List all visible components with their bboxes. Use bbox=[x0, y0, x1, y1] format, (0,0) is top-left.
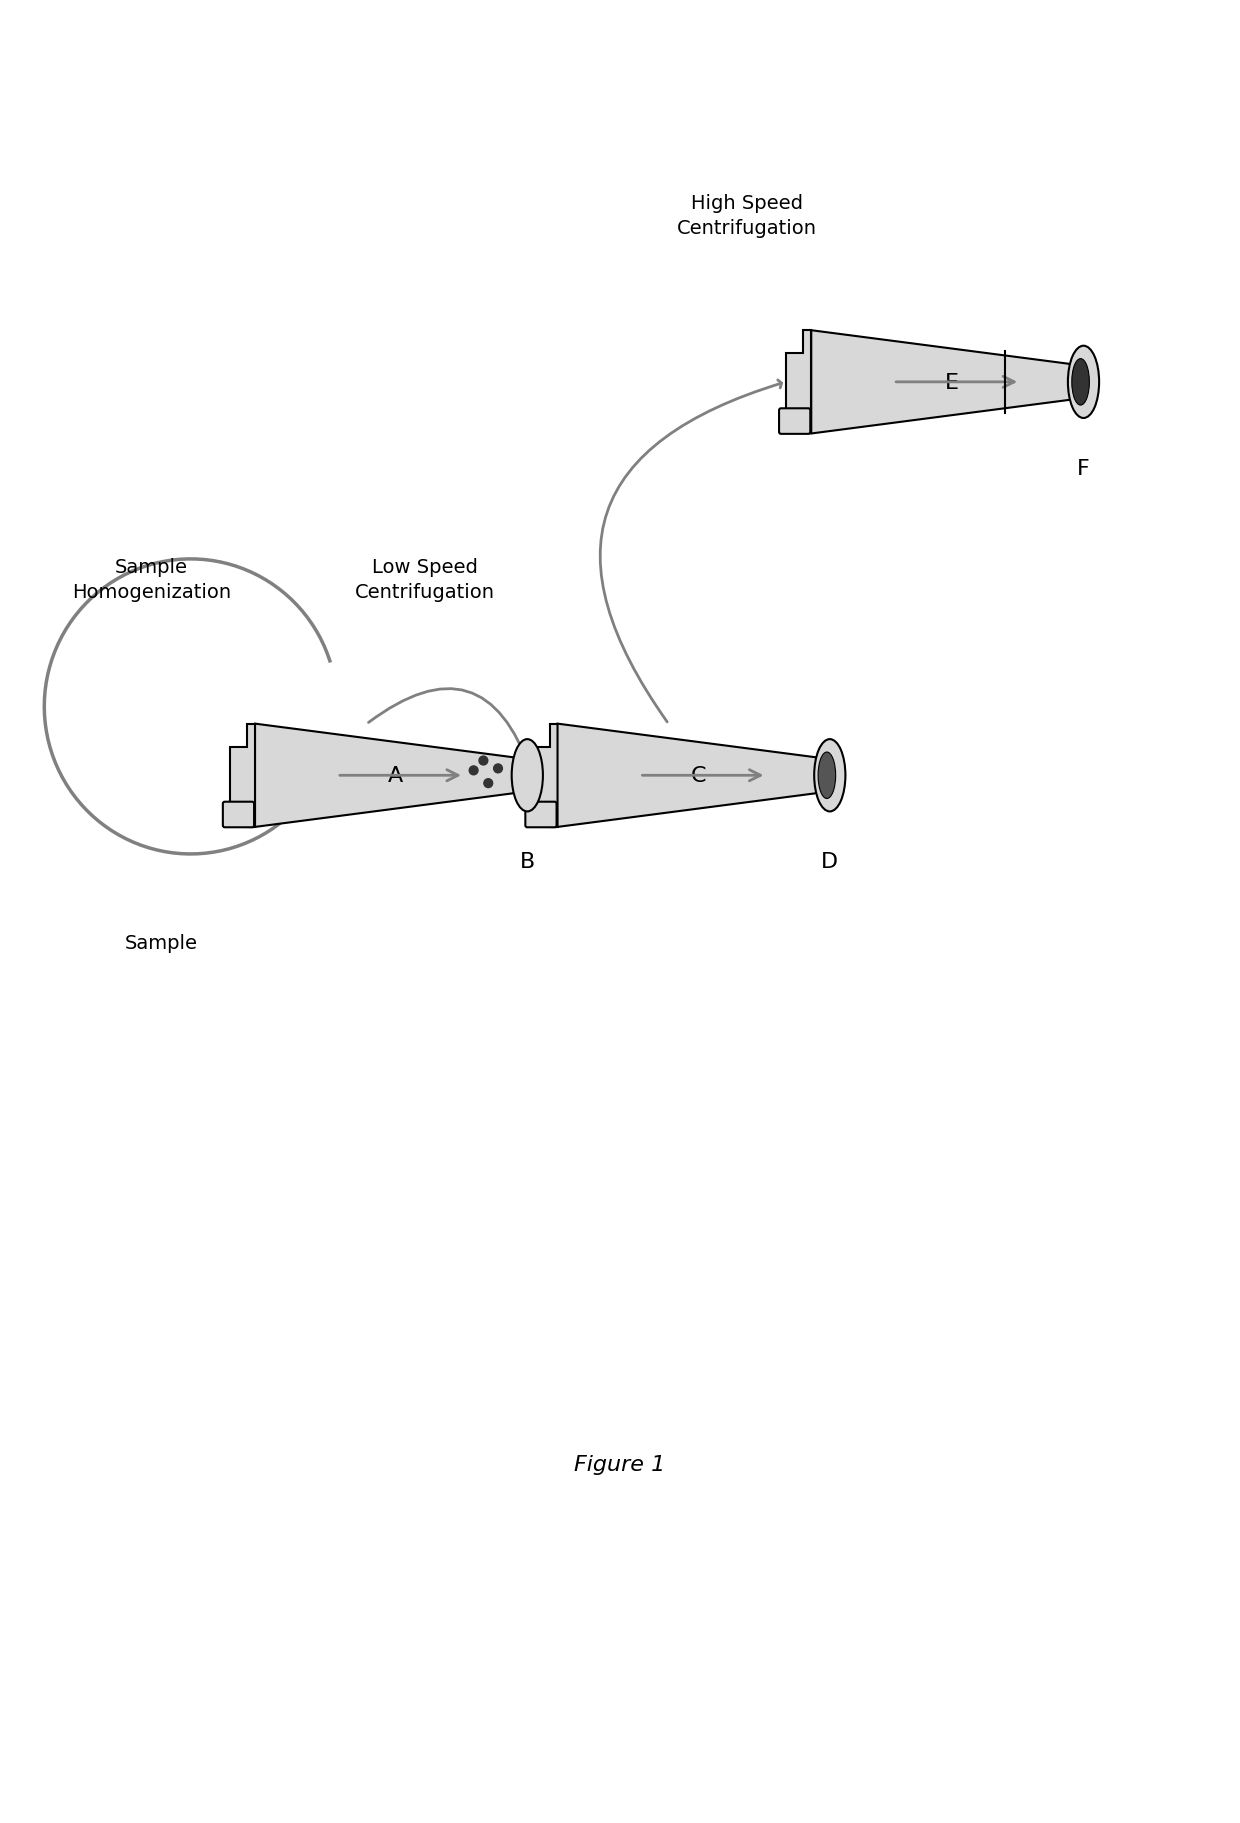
Text: A: A bbox=[388, 766, 403, 786]
Text: D: D bbox=[821, 851, 838, 871]
FancyBboxPatch shape bbox=[223, 802, 254, 828]
Ellipse shape bbox=[512, 740, 543, 811]
Text: E: E bbox=[945, 372, 959, 392]
PathPatch shape bbox=[558, 724, 844, 828]
Text: Sample
Homogenization: Sample Homogenization bbox=[72, 558, 231, 602]
Text: Figure 1: Figure 1 bbox=[574, 1455, 666, 1475]
Polygon shape bbox=[786, 332, 811, 434]
Text: B: B bbox=[520, 851, 534, 871]
Circle shape bbox=[479, 757, 487, 766]
Circle shape bbox=[484, 778, 492, 788]
Ellipse shape bbox=[1068, 346, 1099, 419]
Ellipse shape bbox=[818, 753, 836, 798]
Polygon shape bbox=[229, 724, 255, 828]
PathPatch shape bbox=[255, 724, 542, 828]
Circle shape bbox=[469, 766, 479, 775]
PathPatch shape bbox=[811, 332, 1099, 434]
Text: Low Speed
Centrifugation: Low Speed Centrifugation bbox=[355, 558, 495, 602]
Polygon shape bbox=[532, 724, 558, 828]
Ellipse shape bbox=[1071, 359, 1090, 407]
Text: Sample: Sample bbox=[125, 933, 198, 952]
Circle shape bbox=[494, 764, 502, 773]
Text: C: C bbox=[691, 766, 706, 786]
FancyBboxPatch shape bbox=[779, 408, 810, 434]
Ellipse shape bbox=[815, 740, 846, 811]
Text: High Speed
Centrifugation: High Speed Centrifugation bbox=[677, 193, 817, 237]
Text: F: F bbox=[1078, 459, 1090, 479]
FancyBboxPatch shape bbox=[526, 802, 557, 828]
